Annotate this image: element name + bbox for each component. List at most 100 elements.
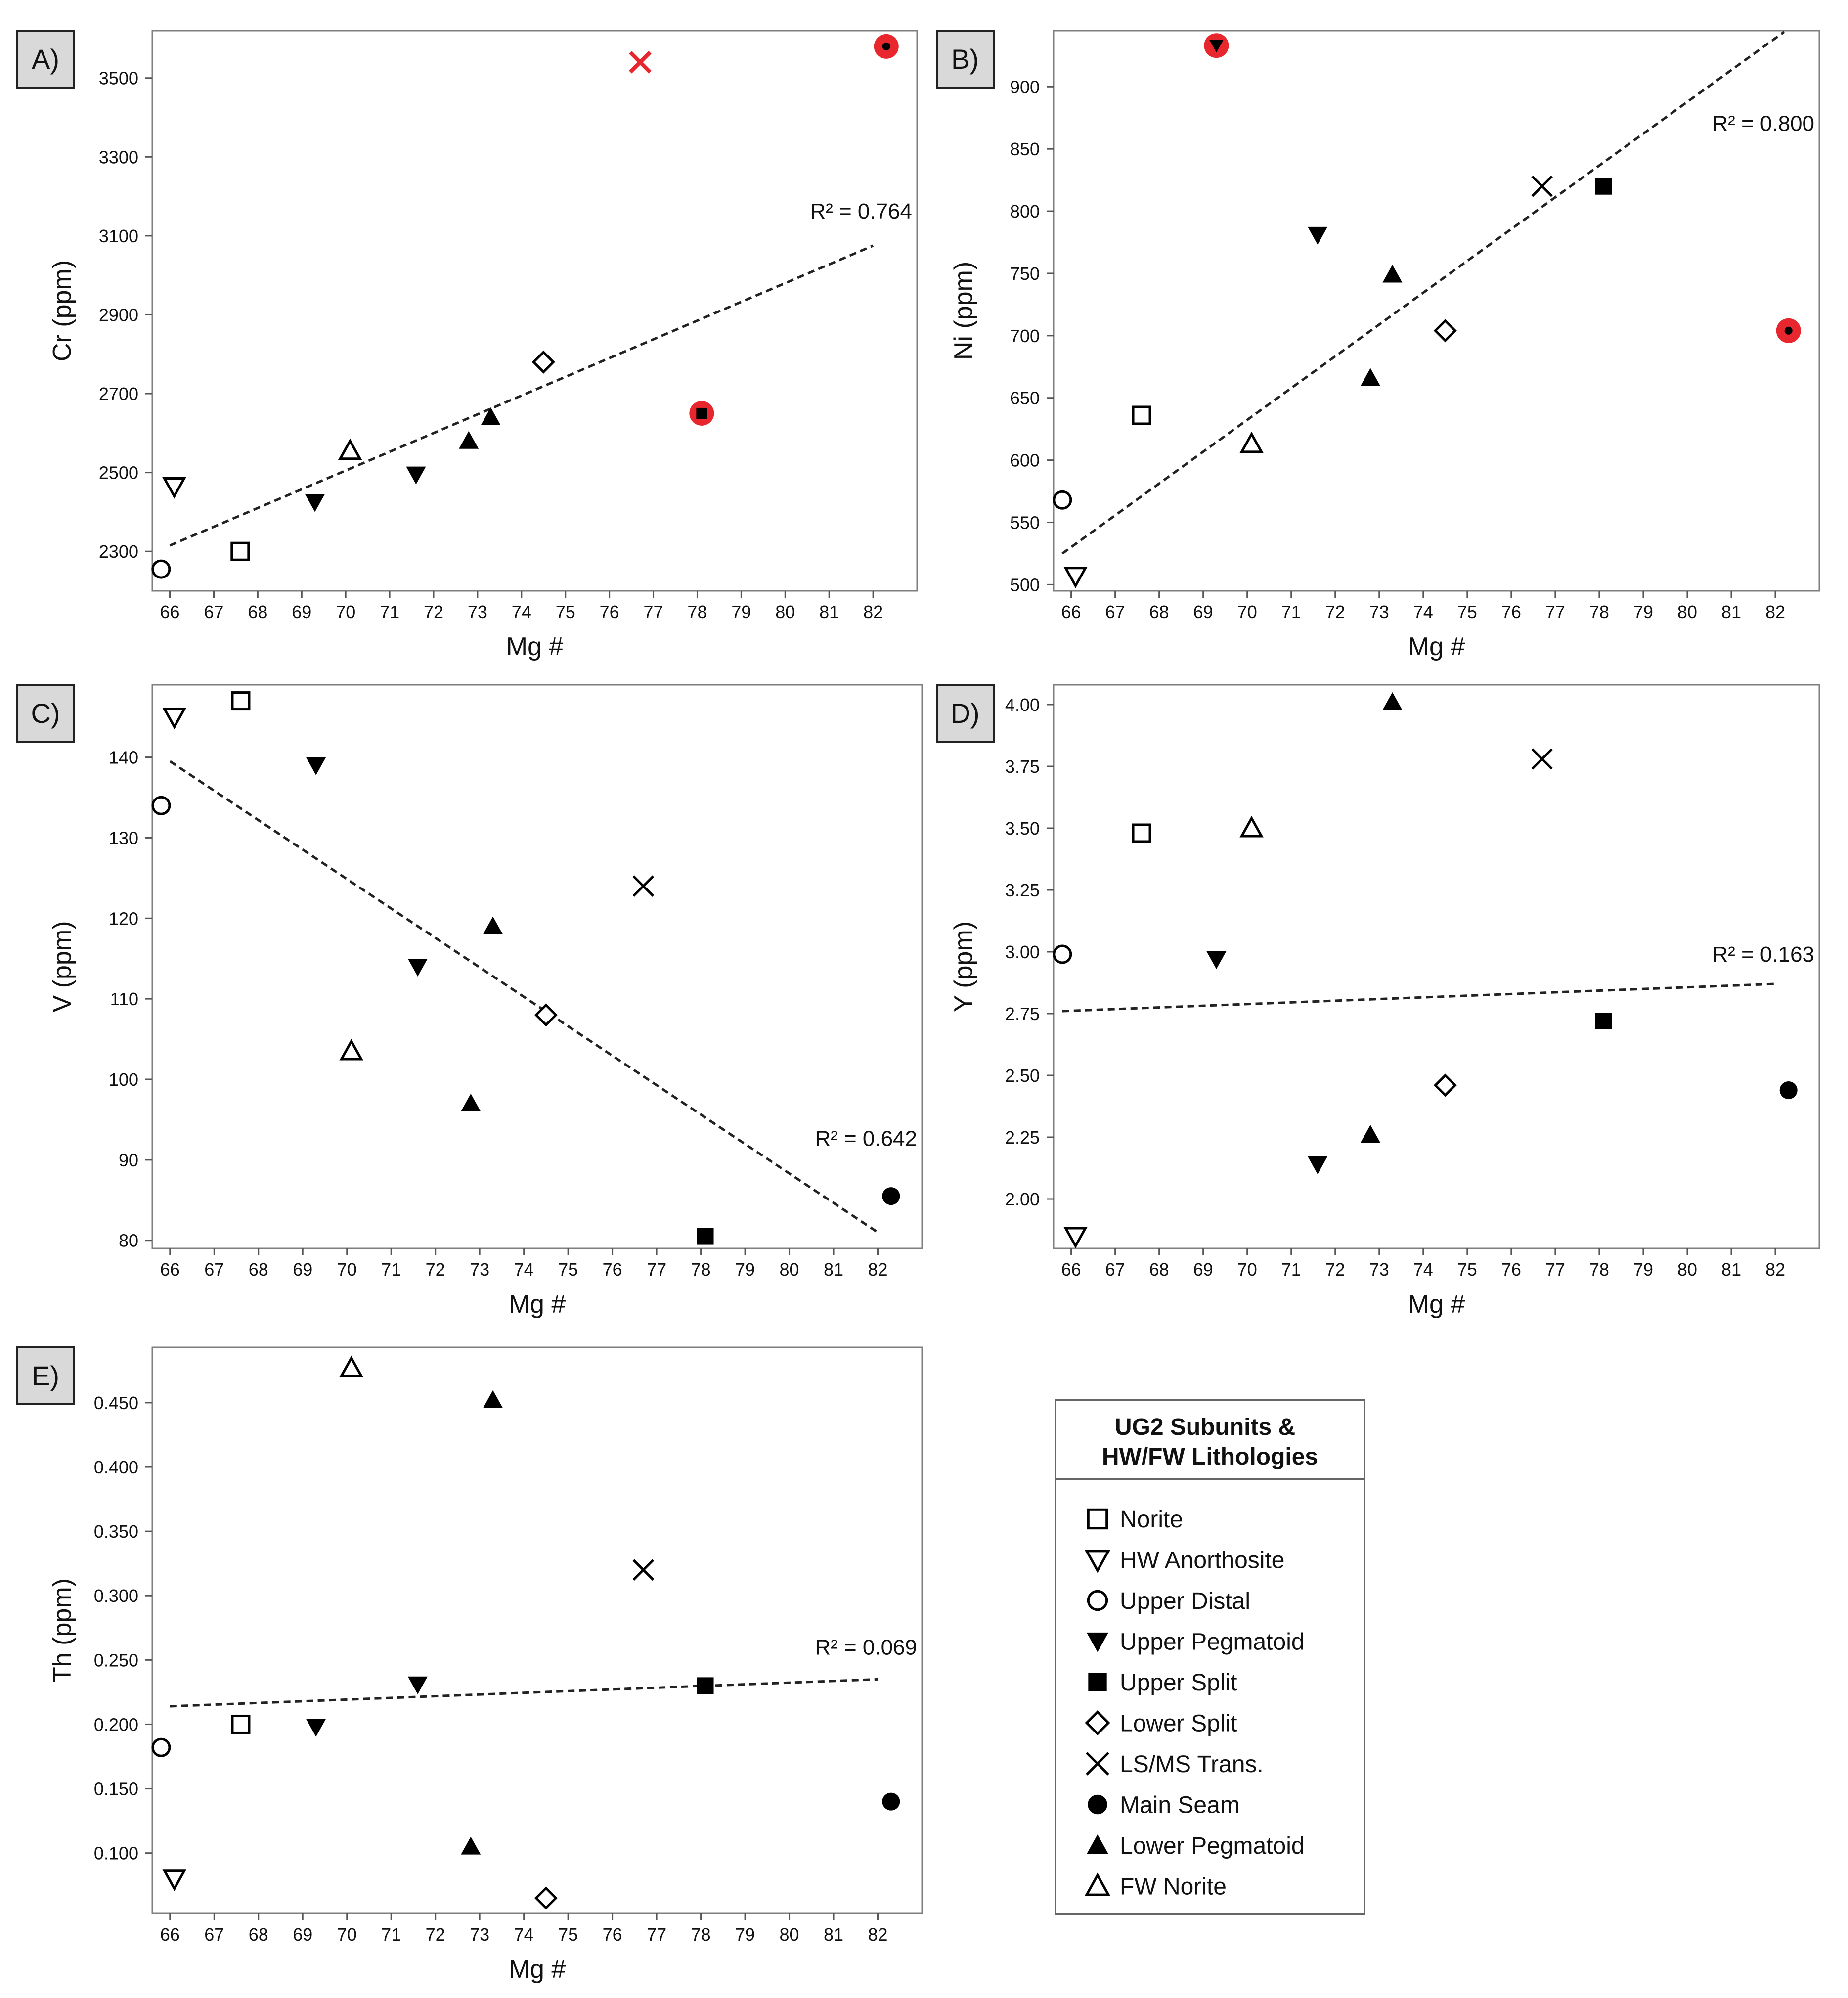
data-point (534, 1003, 558, 1027)
data-point (1053, 490, 1072, 510)
x-tick-label: 74 (514, 1924, 534, 1945)
legend-label: Norite (1120, 1507, 1183, 1533)
legend: UG2 Subunits & HW/FW Lithologies Norite HW … (1055, 1399, 1365, 1915)
y-axis-title: Y (ppm) (949, 921, 978, 1012)
x-tick-label: 70 (337, 1259, 357, 1280)
data-point (407, 959, 428, 977)
chart-panel-3: 66 67 68 69 70 71 72 73 74 75 76 77 78 79 80 81 82 80 90 10… (16, 684, 923, 1319)
panel-tag-label: B) (951, 44, 979, 75)
x-tick-label: 82 (868, 1924, 887, 1945)
x-tick-label: 71 (381, 1259, 401, 1280)
x-tick-label: 78 (691, 1924, 711, 1945)
data-point (1132, 823, 1151, 843)
x-tick-label: 66 (160, 602, 180, 622)
x-tick-label: 66 (160, 1259, 180, 1280)
x-tick-label: 79 (1633, 602, 1653, 622)
legend-label: LS/MS Trans. (1120, 1751, 1264, 1777)
plot-area (151, 684, 923, 1249)
y-tick-label: 130 (109, 828, 138, 848)
panel-tag-box (936, 30, 995, 89)
trend-line (170, 1678, 878, 1708)
x-tick-label: 68 (248, 602, 267, 622)
x-tick-label: 81 (819, 602, 839, 622)
chart-panel-2: 66 67 68 69 70 71 72 73 74 75 76 77 78 79 80 81 82 500 550… (936, 30, 1820, 661)
x-axis-title: Mg # (1408, 632, 1465, 661)
x-tick-label: 69 (292, 602, 311, 622)
data-point (406, 466, 426, 485)
legend-title: HW/FW Lithologies (1102, 1444, 1318, 1470)
y-tick-label: 2.00 (1005, 1189, 1040, 1209)
x-tick-label: 69 (293, 1259, 312, 1280)
x-tick-label: 76 (603, 1259, 622, 1280)
x-tick-label: 67 (1105, 602, 1125, 622)
data-point (1531, 748, 1553, 770)
y-axis-title: Cr (ppm) (48, 260, 77, 361)
x-tick-label: 73 (1369, 1259, 1389, 1280)
legend-label: Main Seam (1120, 1792, 1240, 1819)
legend-marker (1084, 1872, 1111, 1896)
data-point (1053, 944, 1072, 964)
x-tick-label: 81 (1721, 602, 1741, 622)
x-tick-label: 81 (824, 1259, 843, 1280)
data-point (1308, 226, 1328, 245)
x-tick-label: 70 (1237, 602, 1257, 622)
x-tick-label: 81 (1721, 1259, 1741, 1280)
panel-tag-label: A) (32, 44, 59, 75)
y-tick-label: 0.350 (94, 1521, 138, 1542)
x-tick-label: 74 (1413, 602, 1433, 622)
data-point (1433, 319, 1457, 343)
legend-marker (1086, 1752, 1109, 1776)
data-point (162, 1869, 186, 1891)
r2-label: R² = 0.642 (815, 1126, 917, 1151)
data-point (338, 438, 362, 460)
data-point (151, 1737, 171, 1757)
y-tick-label: 900 (1010, 77, 1040, 97)
y-tick-label: 600 (1010, 450, 1040, 471)
x-tick-label: 68 (1149, 602, 1169, 622)
x-tick-label: 67 (204, 1924, 224, 1945)
data-point (162, 477, 186, 499)
y-axis-title: V (ppm) (48, 921, 77, 1013)
legend-marker (1087, 1590, 1108, 1611)
x-tick-label: 71 (381, 1924, 401, 1945)
x-tick-label: 67 (204, 1259, 224, 1280)
x-tick-label: 67 (1105, 1259, 1125, 1280)
y-tick-label: 2.75 (1005, 1004, 1040, 1024)
y-tick-label: 2300 (99, 541, 138, 562)
x-tick-label: 82 (863, 602, 883, 622)
x-axis-title: Mg # (1408, 1290, 1465, 1319)
x-tick-label: 68 (1149, 1259, 1169, 1280)
y-tick-label: 0.200 (94, 1714, 138, 1734)
data-point (697, 1228, 714, 1245)
x-tick-label: 76 (1501, 602, 1521, 622)
data-point (306, 1719, 326, 1737)
x-tick-label: 80 (780, 1259, 799, 1280)
x-tick-label: 70 (336, 602, 355, 622)
y-tick-label: 3100 (99, 226, 138, 246)
y-tick-label: 750 (1010, 264, 1040, 284)
x-tick-label: 73 (470, 1259, 489, 1280)
data-point (882, 1187, 900, 1205)
x-tick-label: 77 (644, 602, 663, 622)
panel-tag-box (16, 30, 75, 89)
data-point (1209, 40, 1224, 53)
x-tick-label: 67 (204, 602, 223, 622)
x-tick-label: 70 (337, 1924, 357, 1945)
data-point (461, 1093, 481, 1111)
legend-label: Upper Pegmatoid (1120, 1629, 1305, 1655)
x-tick-label: 80 (780, 1924, 799, 1945)
legend-label: Upper Split (1120, 1670, 1237, 1696)
chart-panel-1: 66 67 68 69 70 71 72 73 74 75 76 77 78 79 80 81 82 2300 25… (16, 30, 918, 661)
y-tick-label: 2900 (99, 305, 138, 325)
y-tick-label: 500 (1010, 575, 1040, 595)
data-point (1132, 405, 1151, 425)
x-tick-label: 72 (426, 1259, 445, 1280)
x-tick-label: 79 (731, 602, 751, 622)
data-point (305, 494, 325, 512)
x-tick-label: 80 (1677, 602, 1697, 622)
chart-panel-5: 66 67 68 69 70 71 72 73 74 75 76 77 78 79 80 81 82 0.100 0… (16, 1346, 923, 1984)
x-tick-label: 75 (558, 1259, 578, 1280)
x-tick-label: 79 (1633, 1259, 1653, 1280)
data-point (1784, 326, 1793, 335)
